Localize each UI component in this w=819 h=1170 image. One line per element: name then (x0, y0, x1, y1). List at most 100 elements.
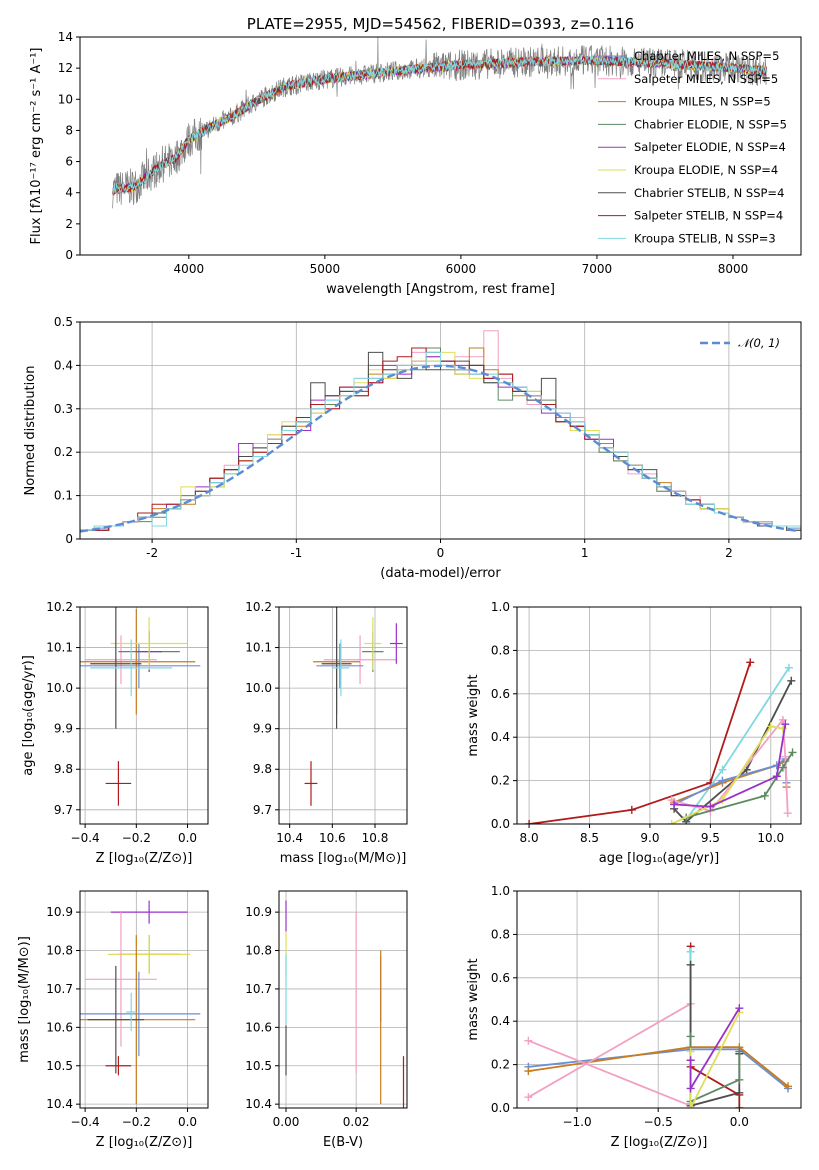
y-tick-label: 9.9 (253, 722, 272, 736)
plus-marker (686, 960, 695, 969)
y-tick-label: 10.4 (46, 1097, 73, 1111)
plus-marker (686, 1084, 695, 1093)
x-axis-label: age [log₁₀(age/yr)] (599, 851, 720, 866)
plus-marker (783, 809, 792, 818)
x-tick-label: 6000 (446, 262, 477, 276)
y-tick-label: 0.2 (491, 774, 510, 788)
y-tick-label: 10.2 (245, 600, 272, 614)
x-tick-label: 1 (581, 546, 589, 560)
histogram-step (80, 351, 801, 539)
y-tick-label: 0.2 (54, 445, 73, 459)
mass-weight-line (671, 725, 784, 824)
legend-label: Chabrier STELIB, N SSP=4 (634, 186, 784, 200)
plus-marker (778, 724, 787, 733)
plus-marker (718, 765, 727, 774)
error-bar-point (316, 643, 364, 689)
plus-marker (686, 947, 695, 956)
axes-frame (278, 890, 408, 1109)
legend-label: 𝒩(0, 1) (738, 336, 780, 350)
legend-label: Salpeter MILES, N SSP=5 (634, 72, 778, 86)
x-axis-label: (data-model)/error (380, 566, 501, 581)
plus-marker (772, 761, 781, 770)
plus-marker (627, 805, 636, 814)
plot-area (524, 942, 793, 1108)
y-tick-label: 10.2 (46, 600, 73, 614)
x-tick-label: 7000 (582, 262, 613, 276)
plus-marker (524, 1067, 533, 1076)
x-tick-label: 0.0 (730, 1115, 749, 1129)
mass-weight-line (685, 751, 794, 819)
x-tick-label: −0.4 (71, 831, 100, 845)
error-bar-point (110, 900, 188, 924)
y-tick-label: 10.4 (245, 1097, 272, 1111)
x-tick-label: 8.5 (580, 831, 599, 845)
y-axis-label: mass weight (466, 958, 481, 1040)
y-tick-label: 0 (65, 248, 73, 262)
error-bar-point (105, 761, 132, 806)
plus-marker (686, 1032, 695, 1041)
y-tick-label: 10.0 (46, 681, 73, 695)
axes-frame (278, 606, 408, 825)
x-tick-label: 10.0 (757, 831, 784, 845)
y-tick-label: 1.0 (491, 884, 510, 898)
mass-weight-line (674, 724, 787, 808)
y-tick-label: 10.6 (46, 1020, 73, 1034)
error-bar-point (323, 635, 397, 685)
plus-marker (746, 658, 755, 667)
plus-marker (772, 772, 781, 781)
mass-weight-line (528, 662, 752, 824)
y-axis-label: mass weight (466, 674, 481, 756)
plus-marker (670, 800, 679, 809)
panel-age-vs-Z: −0.4 −0.2 0.0 9.7 9.8 9.9 10.0 10.1 10.2 Z [log₁₀… (21, 600, 209, 866)
y-tick-label: 10.7 (245, 982, 272, 996)
x-tick-label: 8.0 (520, 831, 539, 845)
y-tick-label: 10.9 (46, 905, 73, 919)
normal-curve (80, 364, 799, 533)
plus-marker (706, 802, 715, 811)
y-tick-label: 2 (65, 217, 73, 231)
plot-area (304, 607, 403, 806)
y-tick-label: 0.8 (491, 927, 510, 941)
x-tick-label: 9.0 (640, 831, 659, 845)
plus-marker (524, 1036, 533, 1045)
y-tick-label: 0.1 (54, 489, 73, 503)
legend: 𝒩(0, 1) (700, 336, 780, 350)
plus-marker (686, 1104, 695, 1108)
x-axis-label: E(B-V) (323, 1135, 363, 1150)
error-bar-point (126, 992, 137, 1032)
x-tick-label: 0.0 (178, 831, 197, 845)
y-tick-label: 10 (58, 92, 73, 106)
model-spectrum-line (112, 55, 767, 195)
plot-area (80, 607, 201, 806)
y-tick-label: 0.6 (491, 971, 510, 985)
y-axis-label: Flux [fλ10⁻¹⁷ erg cm⁻² s⁻¹ A⁻¹] (29, 48, 44, 245)
grid-lines (80, 606, 208, 824)
legend: Chabrier MILES, N SSP=5 Salpeter MILES, N… (598, 49, 787, 245)
plus-marker (667, 820, 676, 824)
plot-area (285, 900, 405, 1108)
y-tick-label: 1.0 (491, 600, 510, 614)
y-tick-label: 10.6 (245, 1020, 272, 1034)
y-tick-label: 10.7 (46, 982, 73, 996)
x-tick-label: −0.4 (71, 1115, 100, 1129)
x-tick-label: 9.5 (701, 831, 720, 845)
panel-mass-vs-Z: −0.4 −0.2 0.0 10.4 10.5 10.6 10.7 10.8 10.9 Z [lo… (17, 890, 209, 1150)
mass-weight-line (527, 1002, 692, 1108)
x-axis-label: wavelength [Angstrom, rest frame] (326, 282, 555, 297)
legend-label: Kroupa ELODIE, N SSP=4 (634, 163, 778, 177)
legend-label: Salpeter ELODIE, N SSP=4 (634, 140, 786, 154)
x-tick-label: -2 (146, 546, 158, 560)
y-tick-label: 10.8 (245, 944, 272, 958)
legend-label: Chabrier MILES, N SSP=5 (634, 49, 779, 63)
plus-marker (718, 776, 727, 785)
axes-frame (516, 890, 802, 1109)
mass-weight-line (689, 964, 741, 1107)
axes-frame (79, 890, 209, 1109)
y-tick-label: 0.6 (491, 687, 510, 701)
y-tick-label: 0.2 (491, 1058, 510, 1072)
y-tick-label: 12 (58, 61, 73, 75)
x-tick-label: −0.5 (644, 1115, 673, 1129)
grid-lines (517, 890, 801, 1109)
plot-area (525, 658, 797, 824)
